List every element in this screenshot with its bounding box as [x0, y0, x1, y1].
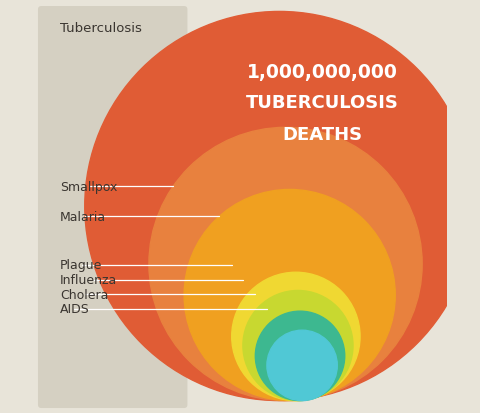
- Text: 1,000,000,000: 1,000,000,000: [247, 63, 398, 82]
- Text: Cholera: Cholera: [60, 288, 108, 301]
- Circle shape: [243, 291, 353, 401]
- Text: Malaria: Malaria: [60, 210, 106, 223]
- Circle shape: [85, 12, 474, 401]
- Text: Plague: Plague: [60, 259, 102, 272]
- Text: Tuberculosis: Tuberculosis: [60, 22, 142, 36]
- Circle shape: [149, 128, 422, 401]
- Text: AIDS: AIDS: [60, 302, 90, 316]
- Text: Smallpox: Smallpox: [60, 180, 117, 193]
- FancyBboxPatch shape: [38, 7, 187, 408]
- Circle shape: [255, 311, 345, 401]
- Circle shape: [184, 190, 395, 401]
- Circle shape: [232, 273, 360, 401]
- Text: Influenza: Influenza: [60, 273, 117, 287]
- Circle shape: [267, 330, 337, 401]
- Text: DEATHS: DEATHS: [283, 125, 363, 143]
- Text: TUBERCULOSIS: TUBERCULOSIS: [246, 94, 399, 112]
